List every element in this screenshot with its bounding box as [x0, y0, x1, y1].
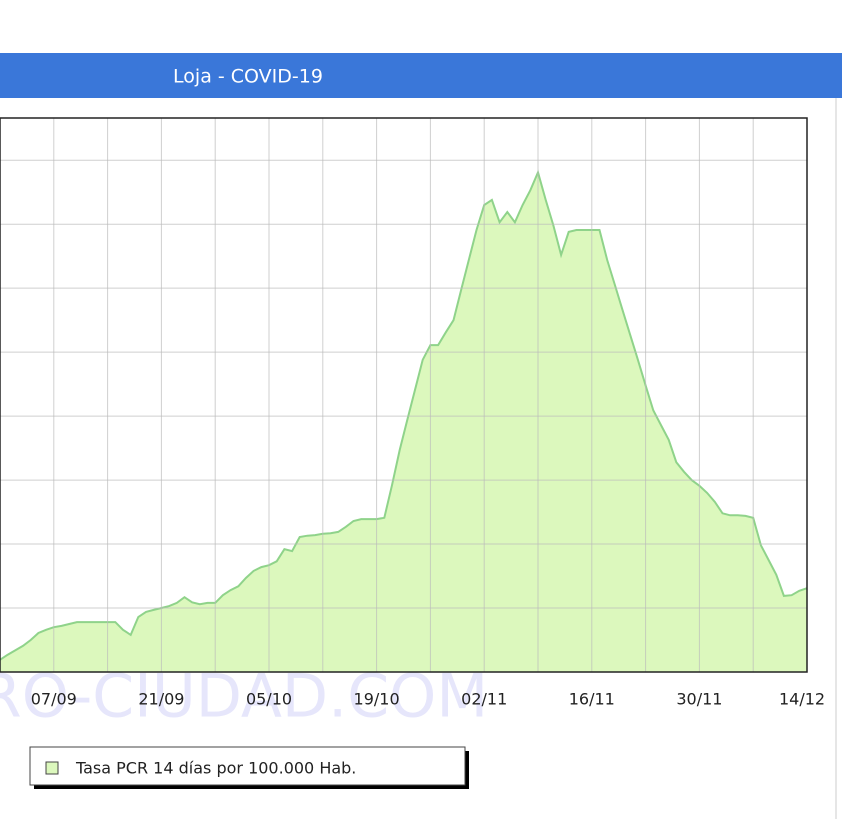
- watermark: RO-CIUDAD.COM: [0, 662, 488, 732]
- chart-title: Loja - COVID-19: [173, 66, 323, 88]
- x-tick-label: 21/09: [138, 690, 184, 709]
- x-tick-label: 07/09: [31, 690, 77, 709]
- x-tick-label: 30/11: [676, 690, 722, 709]
- area-fill: [0, 172, 807, 672]
- x-tick-label: 14/12: [779, 690, 825, 709]
- legend: [29, 746, 466, 786]
- plot-area: [0, 117, 808, 673]
- x-tick-label: 19/10: [354, 690, 400, 709]
- x-tick-label: 02/11: [461, 690, 507, 709]
- legend-swatch: [45, 761, 59, 775]
- area-line: [0, 169, 808, 661]
- title-bar: [0, 53, 842, 98]
- x-tick-label: 16/11: [569, 690, 615, 709]
- x-tick-label: 05/10: [246, 690, 292, 709]
- plot-border: [0, 117, 808, 673]
- legend-label: Tasa PCR 14 días por 100.000 Hab.: [75, 759, 356, 778]
